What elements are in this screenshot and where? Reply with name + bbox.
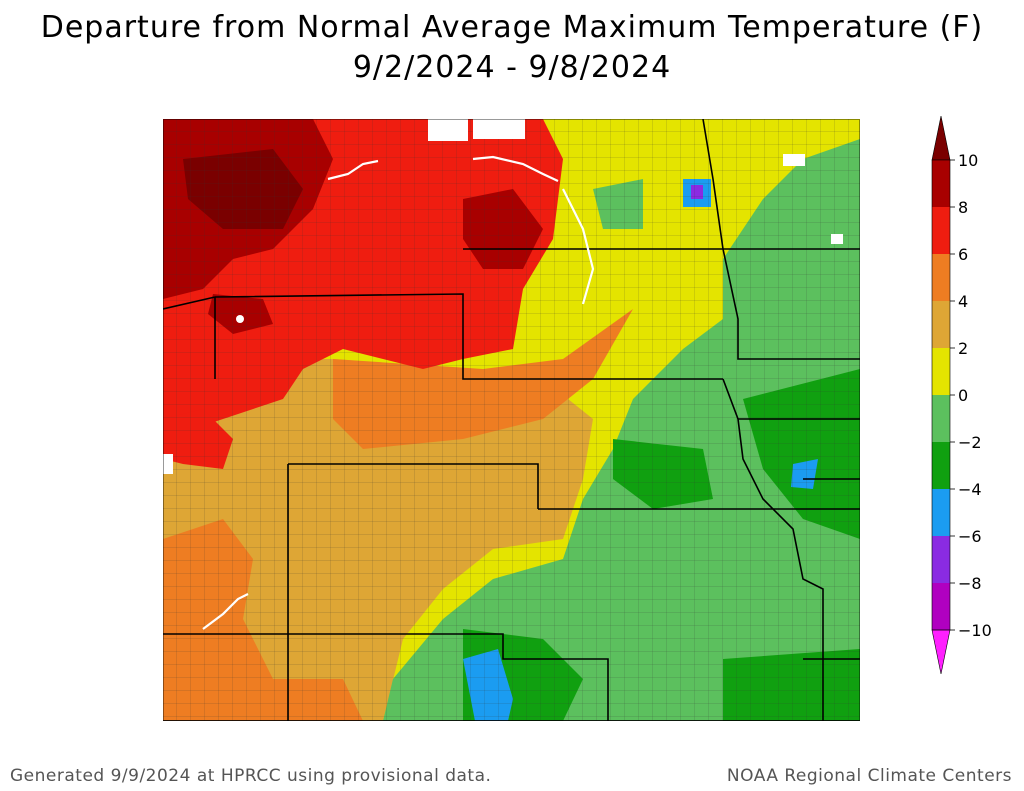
legend-bin	[932, 536, 950, 583]
lakes-and-nodata	[163, 119, 843, 474]
generated-note: Generated 9/9/2024 at HPRCC using provis…	[10, 766, 492, 786]
legend-tick-label: −8	[958, 574, 982, 593]
legend-arrow-bottom	[931, 629, 951, 675]
date-range-subtitle: 9/2/2024 - 9/8/2024	[352, 50, 672, 85]
legend-tick-label: −4	[958, 480, 982, 499]
legend-bin	[932, 254, 950, 301]
legend-bin	[932, 395, 950, 442]
legend-tick-label: 0	[958, 386, 968, 405]
rivers	[202, 155, 595, 630]
legend-bin	[932, 301, 950, 348]
legend-tick-label: 10	[958, 151, 978, 170]
legend-bin	[932, 442, 950, 489]
county-lines	[163, 119, 860, 721]
state-boundaries	[163, 119, 860, 721]
legend-tick-label: 6	[958, 245, 968, 264]
legend-tick-labels: 10 8 6 4 2 0 −2 −4 −6 −8 −10	[950, 151, 992, 640]
legend-tick-label: 8	[958, 198, 968, 217]
legend-tick-label: −2	[958, 433, 982, 452]
legend-bin	[932, 207, 950, 254]
legend-tick-label: −10	[958, 621, 992, 640]
title-text: Departure from Normal Average Maximum Te…	[40, 10, 984, 45]
source-credit: NOAA Regional Climate Centers	[726, 766, 1012, 786]
legend-bin	[932, 160, 950, 207]
legend-tick-label: 4	[958, 292, 968, 311]
legend-bin	[932, 583, 950, 630]
map-title: Departure from Normal Average Maximum Te…	[0, 8, 1024, 88]
legend-bin	[932, 348, 950, 395]
legend-arrow-top	[931, 116, 951, 161]
color-legend: 10 8 6 4 2 0 −2 −4 −6 −8 −10	[931, 116, 992, 675]
legend-tick-label: −6	[958, 527, 982, 546]
legend-bin	[932, 489, 950, 536]
legend-tick-label: 2	[958, 339, 968, 358]
legend-color-bar	[931, 116, 951, 675]
temperature-departure-map	[163, 119, 860, 721]
